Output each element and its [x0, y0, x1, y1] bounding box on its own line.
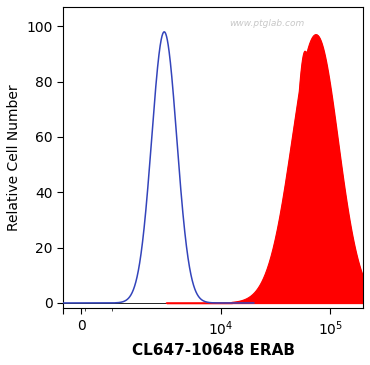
X-axis label: CL647-10648 ERAB: CL647-10648 ERAB: [132, 343, 295, 358]
Text: www.ptglab.com: www.ptglab.com: [229, 19, 305, 28]
Y-axis label: Relative Cell Number: Relative Cell Number: [7, 84, 21, 231]
